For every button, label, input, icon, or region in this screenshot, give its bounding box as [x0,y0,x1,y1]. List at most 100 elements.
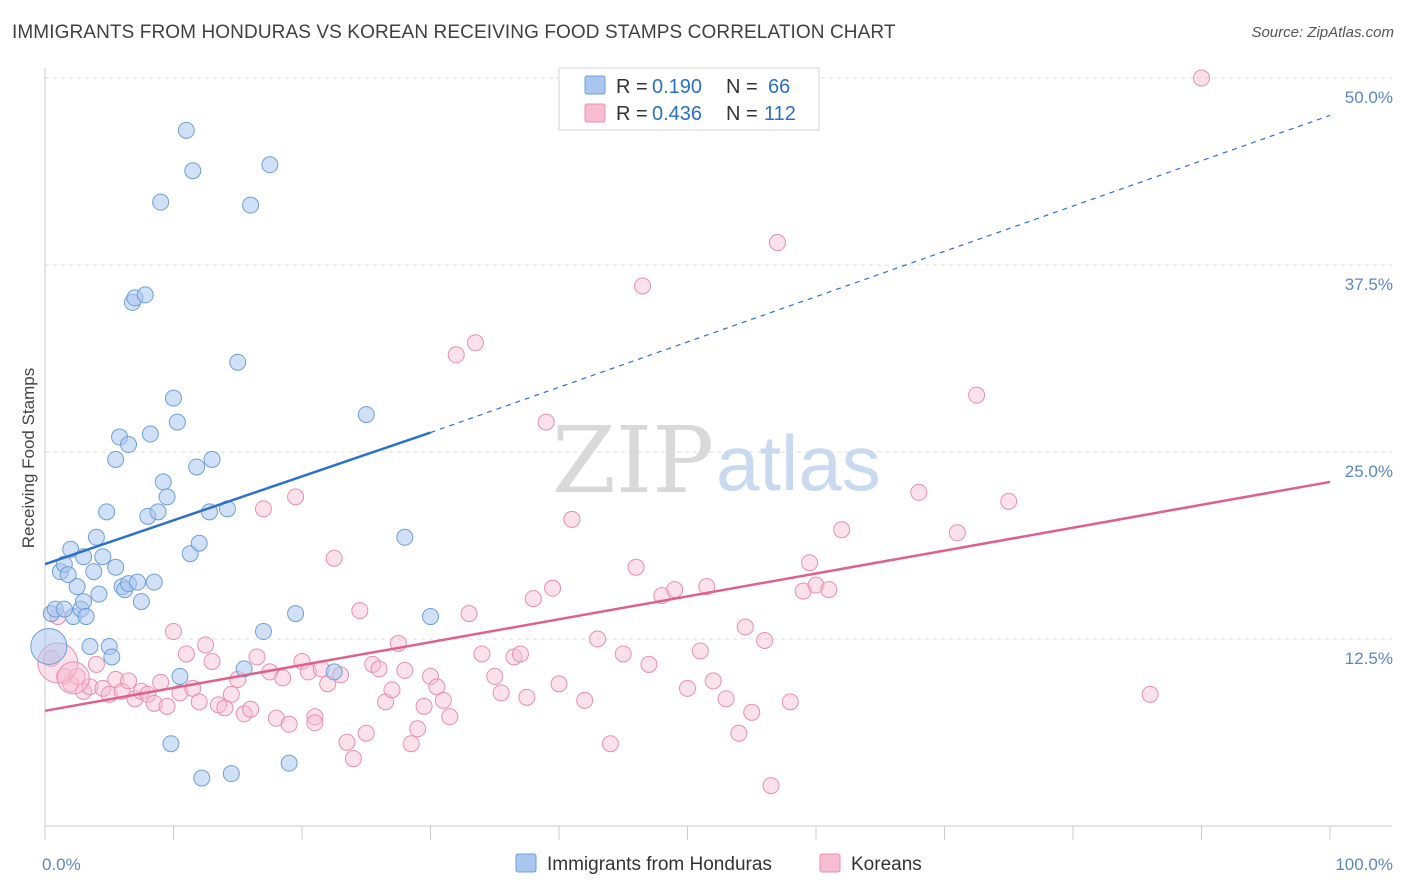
y-tick-label-2: 37.5% [1345,275,1393,294]
koreans-point-83 [640,655,658,673]
koreans-point-31 [242,700,260,718]
honduras-point-14 [90,585,108,603]
honduras-point-51 [222,765,240,783]
honduras-point-59 [325,663,343,681]
honduras-point-18 [103,648,121,666]
koreans-trend-line [44,480,1331,713]
honduras-point-60 [357,406,375,424]
legend-r-value-1: 0.190 [652,76,702,98]
honduras-points [30,121,439,787]
koreans-point-59 [422,667,439,685]
legend-n-label-2: N = [726,103,758,125]
bottom-legend-label-koreans: Koreans [851,854,922,875]
koreans-point-92 [736,618,754,636]
tick-labels: 12.5% 25.0% 37.5% 50.0% 0.0% 100.0% [42,88,1393,874]
honduras-point-33 [145,573,163,591]
grid-lines [45,77,1392,640]
koreans-point-36 [274,669,292,687]
legend-n-value-2: 112 [764,103,796,125]
koreans-point-76 [563,510,581,528]
koreans-point-75 [550,675,568,693]
koreans-point-77 [576,691,594,709]
honduras-point-54 [242,196,260,214]
koreans-point-68 [492,684,510,702]
koreans-point-56 [402,735,420,753]
honduras-point-40 [168,413,186,431]
watermark-zip: ZIP [552,407,714,514]
correlation-legend: R = 0.190 N = 66 R = 0.436 N = 112 [558,67,820,131]
koreans-point-73 [537,413,555,431]
koreans-point-24 [197,636,215,654]
koreans-point-89 [704,672,722,690]
honduras-point-30 [136,286,154,304]
koreans-point-103 [910,483,928,501]
honduras-point-52 [229,353,247,371]
series-legend: Immigrants from Honduras Koreans [515,853,922,875]
honduras-point-29 [132,593,150,611]
honduras-point-35 [152,193,170,211]
honduras-point-37 [158,488,176,506]
koreans-point-21 [177,645,195,663]
koreans-point-16 [145,694,163,712]
legend-swatch-blue [584,75,606,95]
watermark-atlas: atlas [716,419,881,507]
koreans-point-97 [781,693,799,711]
honduras-point-12 [85,563,103,581]
koreans-point-51 [370,660,388,678]
koreans-point-96 [768,234,786,252]
honduras-point-15 [94,548,112,566]
honduras-point-57 [280,754,298,772]
koreans-point-88 [698,578,716,596]
honduras-point-45 [188,458,206,476]
trend-lines [44,114,1331,713]
koreans-point-102 [833,521,851,539]
koreans-point-86 [679,679,696,697]
koreans-point-25 [203,652,221,670]
honduras-point-7 [68,578,86,596]
koreans-point-49 [357,724,375,742]
axes [44,68,1392,840]
honduras-point-53 [235,660,253,678]
honduras-point-11 [81,637,99,655]
honduras-point-16 [98,503,116,521]
koreans-point-41 [306,708,324,726]
legend-r-label-1: R = [616,76,648,98]
honduras-point-61 [396,528,414,546]
koreans-point-55 [396,661,414,679]
koreans-point-74 [544,579,562,597]
honduras-point-47 [193,769,211,787]
koreans-point-80 [614,645,632,663]
koreans-point-111 [56,661,90,695]
honduras-trend-extension [430,114,1331,434]
honduras-point-20 [107,558,125,576]
honduras-point-9 [75,593,93,611]
koreans-point-28 [222,685,240,703]
honduras-point-38 [162,735,180,753]
koreans-point-82 [634,277,652,295]
legend-r-value-2: 0.436 [652,103,702,125]
y-tick-label-0: 12.5% [1345,649,1393,668]
koreans-point-105 [968,386,986,404]
honduras-point-19 [107,450,125,468]
koreans-point-38 [287,488,305,506]
koreans-point-6 [81,678,99,696]
koreans-point-8 [94,679,112,697]
koreans-point-94 [756,631,774,649]
legend-n-label-1: N = [726,76,758,98]
watermark: ZIP atlas [552,407,881,514]
honduras-point-56 [261,156,279,174]
honduras-point-10 [77,608,95,626]
koreans-point-37 [280,715,298,733]
koreans-point-12 [120,672,138,690]
honduras-point-13 [87,528,105,546]
koreans-point-61 [434,691,452,709]
chart-title: IMMIGRANTS FROM HONDURAS VS KOREAN RECEI… [12,22,896,43]
koreans-point-106 [1000,492,1018,510]
honduras-point-4 [59,566,77,584]
honduras-point-58 [287,605,305,623]
koreans-point-46 [338,733,356,751]
x-tick-label-0: 0.0% [42,855,81,874]
koreans-point-99 [801,554,819,572]
koreans-point-67 [486,667,504,685]
